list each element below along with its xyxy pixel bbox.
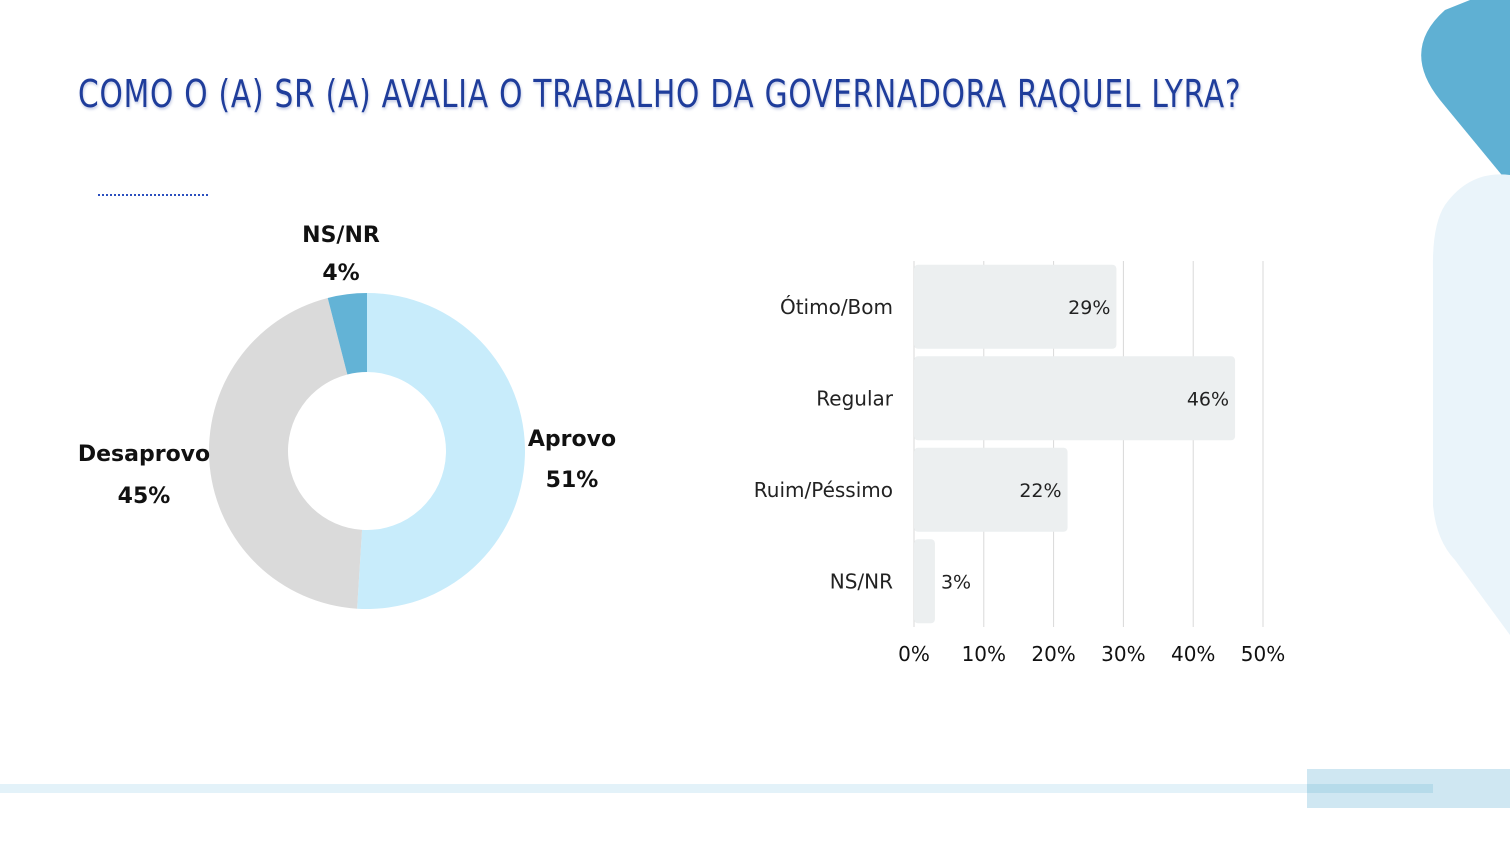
bar: [914, 447, 1068, 532]
slice-value-label: 4%: [322, 261, 359, 286]
slice-label: Desaprovo: [78, 442, 210, 467]
bar: [914, 356, 1236, 441]
donut-slice-aprovo: [357, 293, 525, 609]
category-label: Ruim/Péssimo: [754, 478, 893, 502]
bar: [914, 264, 1117, 349]
bar-value-label: 3%: [941, 571, 971, 593]
bar-value-label: 46%: [1187, 388, 1229, 410]
category-label: NS/NR: [830, 569, 893, 593]
x-tick-label: 50%: [1241, 642, 1285, 666]
bar-chart: 0% 10% 20% 30% 40% 50% Ótimo/Bom 29% Regular 46% R…: [754, 261, 1285, 666]
slice-label: Aprovo: [528, 427, 616, 452]
category-label: Ótimo/Bom: [780, 295, 893, 319]
x-tick-label: 0%: [898, 642, 930, 666]
dotted-divider: [98, 194, 208, 196]
donut-chart: Aprovo 51% Desaprovo 45% NS/NR 4%: [78, 223, 616, 609]
donut-slice-nsnr: [327, 293, 367, 375]
slice-label: NS/NR: [302, 223, 380, 248]
slice-value-label: 45%: [118, 484, 171, 509]
slice-value-label: 51%: [546, 468, 599, 493]
x-tick-label: 40%: [1171, 642, 1215, 666]
bar-value-label: 29%: [1068, 297, 1110, 319]
bar-value-label: 22%: [1019, 480, 1061, 502]
page-title: COMO O (A) SR (A) AVALIA O TRABALHO DA G…: [78, 72, 1242, 116]
x-tick-label: 20%: [1031, 642, 1075, 666]
x-tick-label: 10%: [962, 642, 1006, 666]
donut-slice-desaprovo: [208, 297, 363, 609]
x-tick-label: 30%: [1101, 642, 1145, 666]
category-label: Regular: [816, 386, 893, 410]
bar: [914, 539, 935, 624]
